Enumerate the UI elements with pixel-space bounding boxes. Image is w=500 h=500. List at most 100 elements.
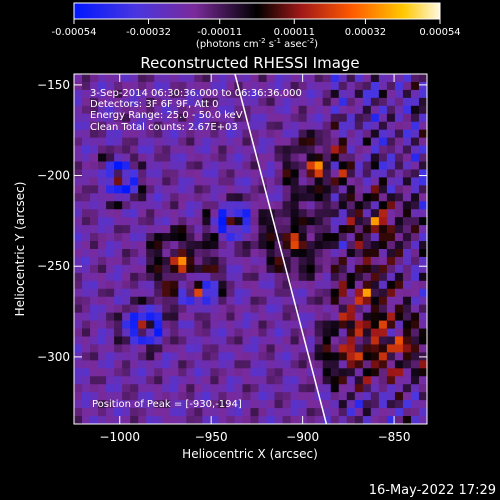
heatmap-cell [226,145,235,154]
heatmap-cell [234,105,243,115]
heatmap-cell [346,129,356,139]
heatmap-cell [186,113,195,123]
heatmap-cell [386,201,396,210]
heatmap-cell [258,400,267,409]
x-tick-label: −900 [286,430,319,444]
heatmap-cell [154,344,163,353]
heatmap-cell [210,352,219,361]
heatmap-cell [154,256,163,266]
colorbar-gradient [73,2,441,20]
heatmap-cell [250,312,259,321]
heatmap-cell [74,280,83,290]
heatmap-cell [82,249,91,258]
heatmap-cell [162,416,171,424]
heatmap-cell [194,272,203,282]
heatmap-cell [106,288,115,298]
heatmap-cell [202,264,211,274]
heatmap-cell [210,368,219,377]
heatmap-cell [298,193,308,202]
heatmap-cell [346,272,356,282]
heatmap-cell [314,193,324,202]
heatmap-cell [98,280,107,290]
heatmap-cell [298,217,308,226]
heatmap-cell [242,360,251,369]
heatmap-cell [346,145,356,154]
heatmap-cell [226,280,235,290]
heatmap-cell [378,81,388,91]
heatmap-cell [114,129,123,139]
heatmap-cell [306,74,316,83]
heatmap-cell [130,185,139,194]
heatmap-cell [98,241,107,250]
heatmap-cell [322,113,332,123]
heatmap-cell [178,74,187,83]
heatmap-cell [322,336,332,345]
heatmap-cell [266,225,275,234]
heatmap-cell [370,264,380,274]
heatmap-cell [258,105,267,115]
heatmap-cell [386,113,396,123]
heatmap-cell [330,201,340,210]
heatmap-cell [242,408,251,417]
heatmap-cell [138,249,147,258]
heatmap-cell [234,225,243,234]
heatmap-cell [138,105,147,115]
heatmap-cell [210,209,219,218]
heatmap-cell [266,185,275,194]
heatmap-cell [130,241,139,250]
heatmap-cell [90,408,99,417]
heatmap-cell [330,145,340,154]
heatmap-cell [146,113,155,123]
heatmap-cell [234,328,243,337]
heatmap-cell [242,320,251,329]
heatmap-cell [322,169,332,178]
heatmap-cell [274,137,283,146]
heatmap-cell [314,129,324,139]
heatmap-cell [266,241,275,250]
heatmap-cell [114,193,123,202]
heatmap-cell [418,408,427,417]
heatmap-cell [338,74,348,83]
heatmap-cell [298,153,308,162]
heatmap-cell [106,201,115,210]
heatmap-cell [322,400,332,409]
y-tick-label: −250 [37,259,70,273]
heatmap-cell [250,320,259,329]
heatmap-cell [202,312,211,321]
heatmap-cell [122,264,131,274]
heatmap-cell [242,201,251,210]
heatmap-cell [202,320,211,329]
heatmap-cell [74,233,83,242]
heatmap-cell [418,400,427,409]
heatmap-cell [90,312,99,321]
heatmap-cell [322,312,332,321]
heatmap-cell [290,145,300,154]
heatmap-cell [218,416,227,424]
heatmap-cell [402,145,412,154]
heatmap-cell [218,288,227,298]
heatmap-cell [258,201,267,210]
heatmap-cell [314,296,324,306]
heatmap-cell [386,264,396,274]
heatmap-cell [346,296,356,306]
heatmap-cell [314,97,324,107]
heatmap-cell [226,360,235,369]
heatmap-cell [114,384,123,393]
heatmap-cell [122,105,131,115]
heatmap-cell [298,97,308,107]
heatmap-cell [370,352,380,361]
heatmap-cell [306,249,316,258]
heatmap-cell [194,328,203,337]
heatmap-cell [322,352,332,361]
heatmap-cell [194,74,203,83]
heatmap-cell [194,97,203,107]
heatmap-cell [90,225,99,234]
heatmap-cell [322,145,332,154]
heatmap-cell [266,177,275,186]
heatmap-cell [290,153,300,162]
heatmap-cell [146,344,155,353]
heatmap-cell [346,74,356,83]
heatmap-cell [266,312,275,321]
heatmap-cell [386,328,396,337]
heatmap-cell [362,416,372,424]
